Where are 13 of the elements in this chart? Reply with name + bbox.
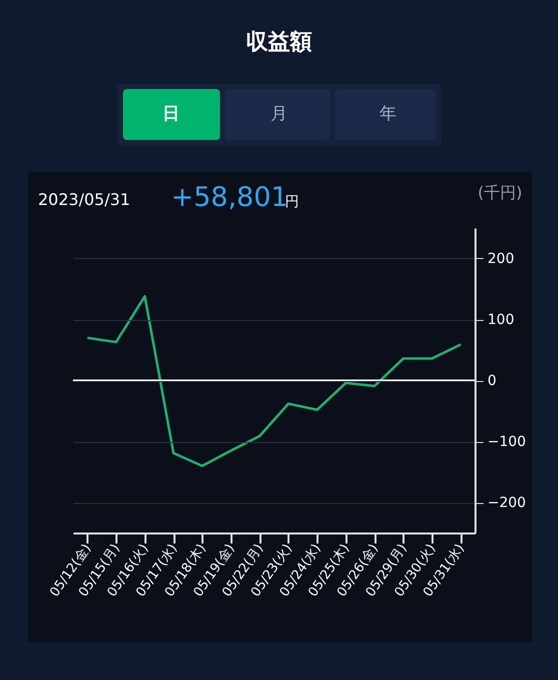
y-tick-label: −200 <box>488 495 526 511</box>
y-tick-label: −100 <box>488 434 526 450</box>
text: 日 <box>162 104 180 124</box>
line-series <box>86 295 462 468</box>
text: 円 <box>285 194 299 210</box>
y-tick-label: 100 <box>488 312 514 328</box>
y-tick-label: 0 <box>488 373 496 389</box>
text: 月 <box>270 104 288 124</box>
text: 2023/05/31 <box>38 190 130 209</box>
y-tick-label: 200 <box>488 251 514 267</box>
y-axis-title: (千円) <box>478 183 522 202</box>
text: 年 <box>380 104 396 124</box>
chart-title: 収益額 <box>246 30 312 55</box>
